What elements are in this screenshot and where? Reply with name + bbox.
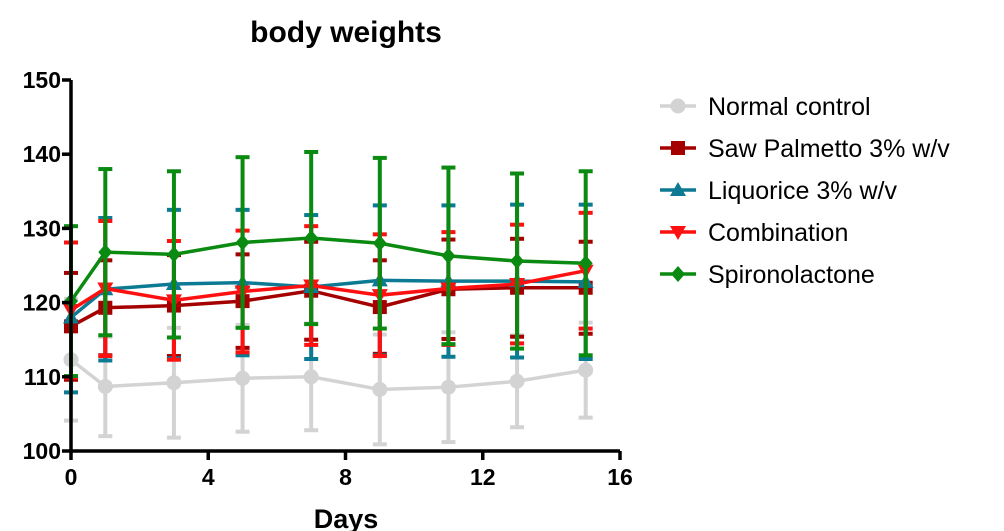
series-line xyxy=(69,358,586,392)
x-tick-label: 12 xyxy=(470,464,496,490)
data-point xyxy=(303,369,319,385)
series-line xyxy=(70,268,587,312)
legend-item-5: Spironolactone xyxy=(660,261,875,289)
legend-marker xyxy=(671,266,685,282)
axes: 100 110 120 130 140 150 0 4 8 12 16 xyxy=(23,67,633,490)
x-axis-title: Days xyxy=(314,504,379,531)
legend-label: Spironolactone xyxy=(708,261,875,289)
legend-item-4: Combination xyxy=(660,219,848,247)
data-point xyxy=(509,373,525,389)
data-point xyxy=(98,244,113,261)
data-point xyxy=(166,246,181,263)
data-point xyxy=(372,381,388,397)
legend-item-1: Normal control xyxy=(660,93,871,121)
chart-title: body weights xyxy=(250,16,442,49)
data-point xyxy=(235,370,251,386)
legend-marker xyxy=(671,141,685,155)
series-line xyxy=(69,236,586,303)
legend-item-3: Liquorice 3% w/v xyxy=(660,177,897,205)
y-tick-label: 150 xyxy=(23,67,61,93)
data-point xyxy=(304,230,319,247)
legend-label: Normal control xyxy=(708,93,871,121)
plot-area xyxy=(63,149,594,447)
y-tick-label: 140 xyxy=(23,141,61,167)
data-point xyxy=(578,362,594,378)
series-3 xyxy=(63,202,594,395)
data-point xyxy=(510,253,525,270)
x-tick-label: 0 xyxy=(65,464,78,490)
legend: Normal control Saw Palmetto 3% w/v Liquori… xyxy=(660,93,950,289)
series-1 xyxy=(63,296,594,447)
data-point xyxy=(578,255,593,272)
series-5 xyxy=(64,149,593,379)
legend-label: Saw Palmetto 3% w/v xyxy=(708,135,950,163)
data-point xyxy=(441,247,456,264)
data-point xyxy=(440,379,456,395)
x-tick-label: 16 xyxy=(607,464,633,490)
y-tick-label: 100 xyxy=(23,438,61,464)
data-point xyxy=(166,375,182,391)
data-point xyxy=(372,235,387,252)
legend-marker xyxy=(670,182,686,196)
legend-marker xyxy=(670,98,686,114)
legend-marker xyxy=(670,226,686,240)
legend-label: Liquorice 3% w/v xyxy=(708,177,897,205)
x-tick-label: 4 xyxy=(202,464,215,490)
y-tick-label: 130 xyxy=(23,215,61,241)
series-line xyxy=(70,286,586,328)
legend-label: Combination xyxy=(708,219,848,247)
y-tick-label: 120 xyxy=(23,290,61,316)
y-tick-label: 110 xyxy=(24,364,61,390)
data-point xyxy=(235,234,250,251)
data-point xyxy=(97,378,113,394)
x-tick-label: 8 xyxy=(339,464,352,490)
legend-item-2: Saw Palmetto 3% w/v xyxy=(660,135,950,163)
